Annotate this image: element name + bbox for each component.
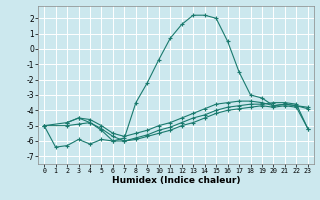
X-axis label: Humidex (Indice chaleur): Humidex (Indice chaleur) (112, 176, 240, 185)
